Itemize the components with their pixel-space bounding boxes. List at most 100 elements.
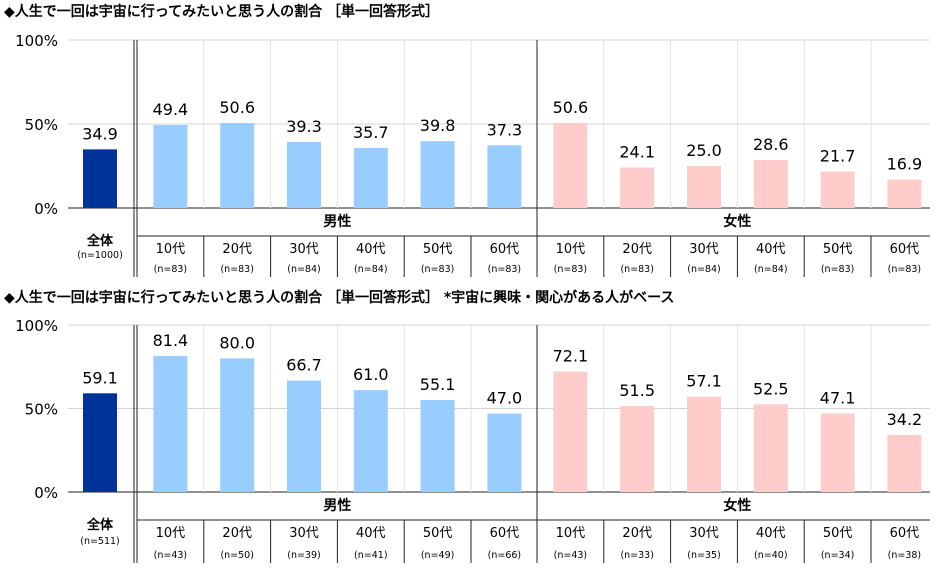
category-label: 40代 [356,242,386,257]
data-label: 61.0 [353,365,389,384]
y-tick-label: 50% [25,116,58,134]
sample-size-label: (n=84) [754,264,787,275]
bar [287,380,321,492]
sample-size-label: (n=83) [554,264,587,275]
bar [353,148,388,208]
bar [753,159,788,208]
category-label: 50代 [823,242,853,257]
data-label: 21.7 [820,147,856,166]
data-label: 50.6 [219,98,255,117]
category-label: 40代 [756,242,786,257]
category-label: 30代 [289,242,319,257]
category-label: 60代 [490,526,520,541]
sample-size-label: (n=43) [554,550,587,561]
sample-size-label: (n=84) [287,264,320,275]
data-label: 16.9 [887,155,923,174]
category-label: 10代 [156,242,186,257]
bar-overall [83,149,117,208]
category-label: 20代 [222,242,252,257]
data-label: 50.6 [553,98,589,117]
bar-overall [83,393,117,492]
data-label: 39.8 [420,116,456,135]
sample-size-label: (n=39) [287,550,320,561]
bar [687,166,721,208]
data-label: 55.1 [420,375,456,394]
bar [753,404,788,492]
bar [687,396,721,492]
category-label: 40代 [356,526,386,541]
data-label: 28.6 [753,135,789,154]
category-label: 60代 [490,242,520,257]
bar [487,145,522,208]
group-label: 男性 [323,497,351,514]
y-tick-label: 100% [15,317,58,335]
data-label: 47.0 [487,389,523,408]
sample-size-label: (n=84) [687,264,720,275]
sample-size-label: (n=38) [888,550,921,561]
bar [820,413,855,492]
category-label: 50代 [423,242,453,257]
bar [887,179,922,208]
bar [420,141,455,208]
sample-size-overall: (n=1000) [77,250,123,261]
bar [820,171,855,208]
sample-size-label: (n=83) [154,264,187,275]
category-label: 20代 [222,526,252,541]
bar [220,122,255,208]
data-label: 51.5 [619,381,655,400]
sample-size-label: (n=83) [421,264,454,275]
bar [887,434,922,492]
group-label: 女性 [723,213,751,230]
sample-size-label: (n=49) [421,550,454,561]
data-label: 81.4 [153,331,189,350]
category-label: 40代 [756,526,786,541]
bar [553,371,588,492]
data-label: 34.2 [887,410,923,429]
y-tick-label: 50% [25,401,58,419]
data-label: 35.7 [353,123,389,142]
data-label: 47.1 [820,388,856,407]
chart-title: ◆人生で一回は宇宙に行ってみたいと思う人の割合 ［単一回答形式］ [4,3,439,20]
group-female: 女性 72.1 10代 (n=43) 51.5 20代 (n=33) 57.1 30代 (n=35… [553,325,923,563]
data-label: 80.0 [219,333,255,352]
y-tick-label: 0% [34,200,58,218]
bar [220,358,255,492]
data-label: 72.1 [553,347,589,366]
sample-size-label: (n=84) [354,264,387,275]
chart-panel-1: ◆人生で一回は宇宙に行ってみたいと思う人の割合 ［単一回答形式］ 100% 50% 0… [4,3,930,277]
data-label-overall: 59.1 [82,368,118,387]
group-label: 男性 [323,213,351,230]
bar [420,399,455,492]
category-label: 60代 [890,242,920,257]
grid [68,39,930,125]
category-label: 60代 [890,526,920,541]
chart-title: ◆人生で一回は宇宙に行ってみたいと思う人の割合 ［単一回答形式］ *宇宙に興味・… [4,289,674,306]
sample-size-label: (n=40) [754,550,787,561]
data-label: 24.1 [619,143,655,162]
sample-size-label: (n=33) [620,550,653,561]
sample-size-label: (n=66) [488,550,521,561]
y-tick-label: 100% [15,32,58,50]
y-tick-label: 0% [34,484,58,502]
category-label-overall: 全体 [86,517,114,533]
bar [553,122,588,208]
bar [153,356,188,492]
sample-size-overall: (n=511) [80,536,120,547]
sample-size-label: (n=83) [620,264,653,275]
category-label: 20代 [622,242,652,257]
category-label: 50代 [423,526,453,541]
category-label: 10代 [156,526,186,541]
category-label: 10代 [556,526,586,541]
category-label: 10代 [556,242,586,257]
sample-size-label: (n=83) [488,264,521,275]
chart-panel-2: ◆人生で一回は宇宙に行ってみたいと思う人の割合 ［単一回答形式］ *宇宙に興味・… [4,289,930,563]
bar [620,167,655,208]
sample-size-label: (n=83) [220,264,253,275]
data-label: 52.5 [753,379,789,398]
data-label: 57.1 [686,372,722,391]
bar [487,413,522,492]
category-label: 30代 [689,242,719,257]
group-male: 男性 81.4 10代 (n=43) 80.0 20代 (n=50) 66.7 30代 (n=39… [153,325,523,563]
data-label: 66.7 [286,356,322,375]
